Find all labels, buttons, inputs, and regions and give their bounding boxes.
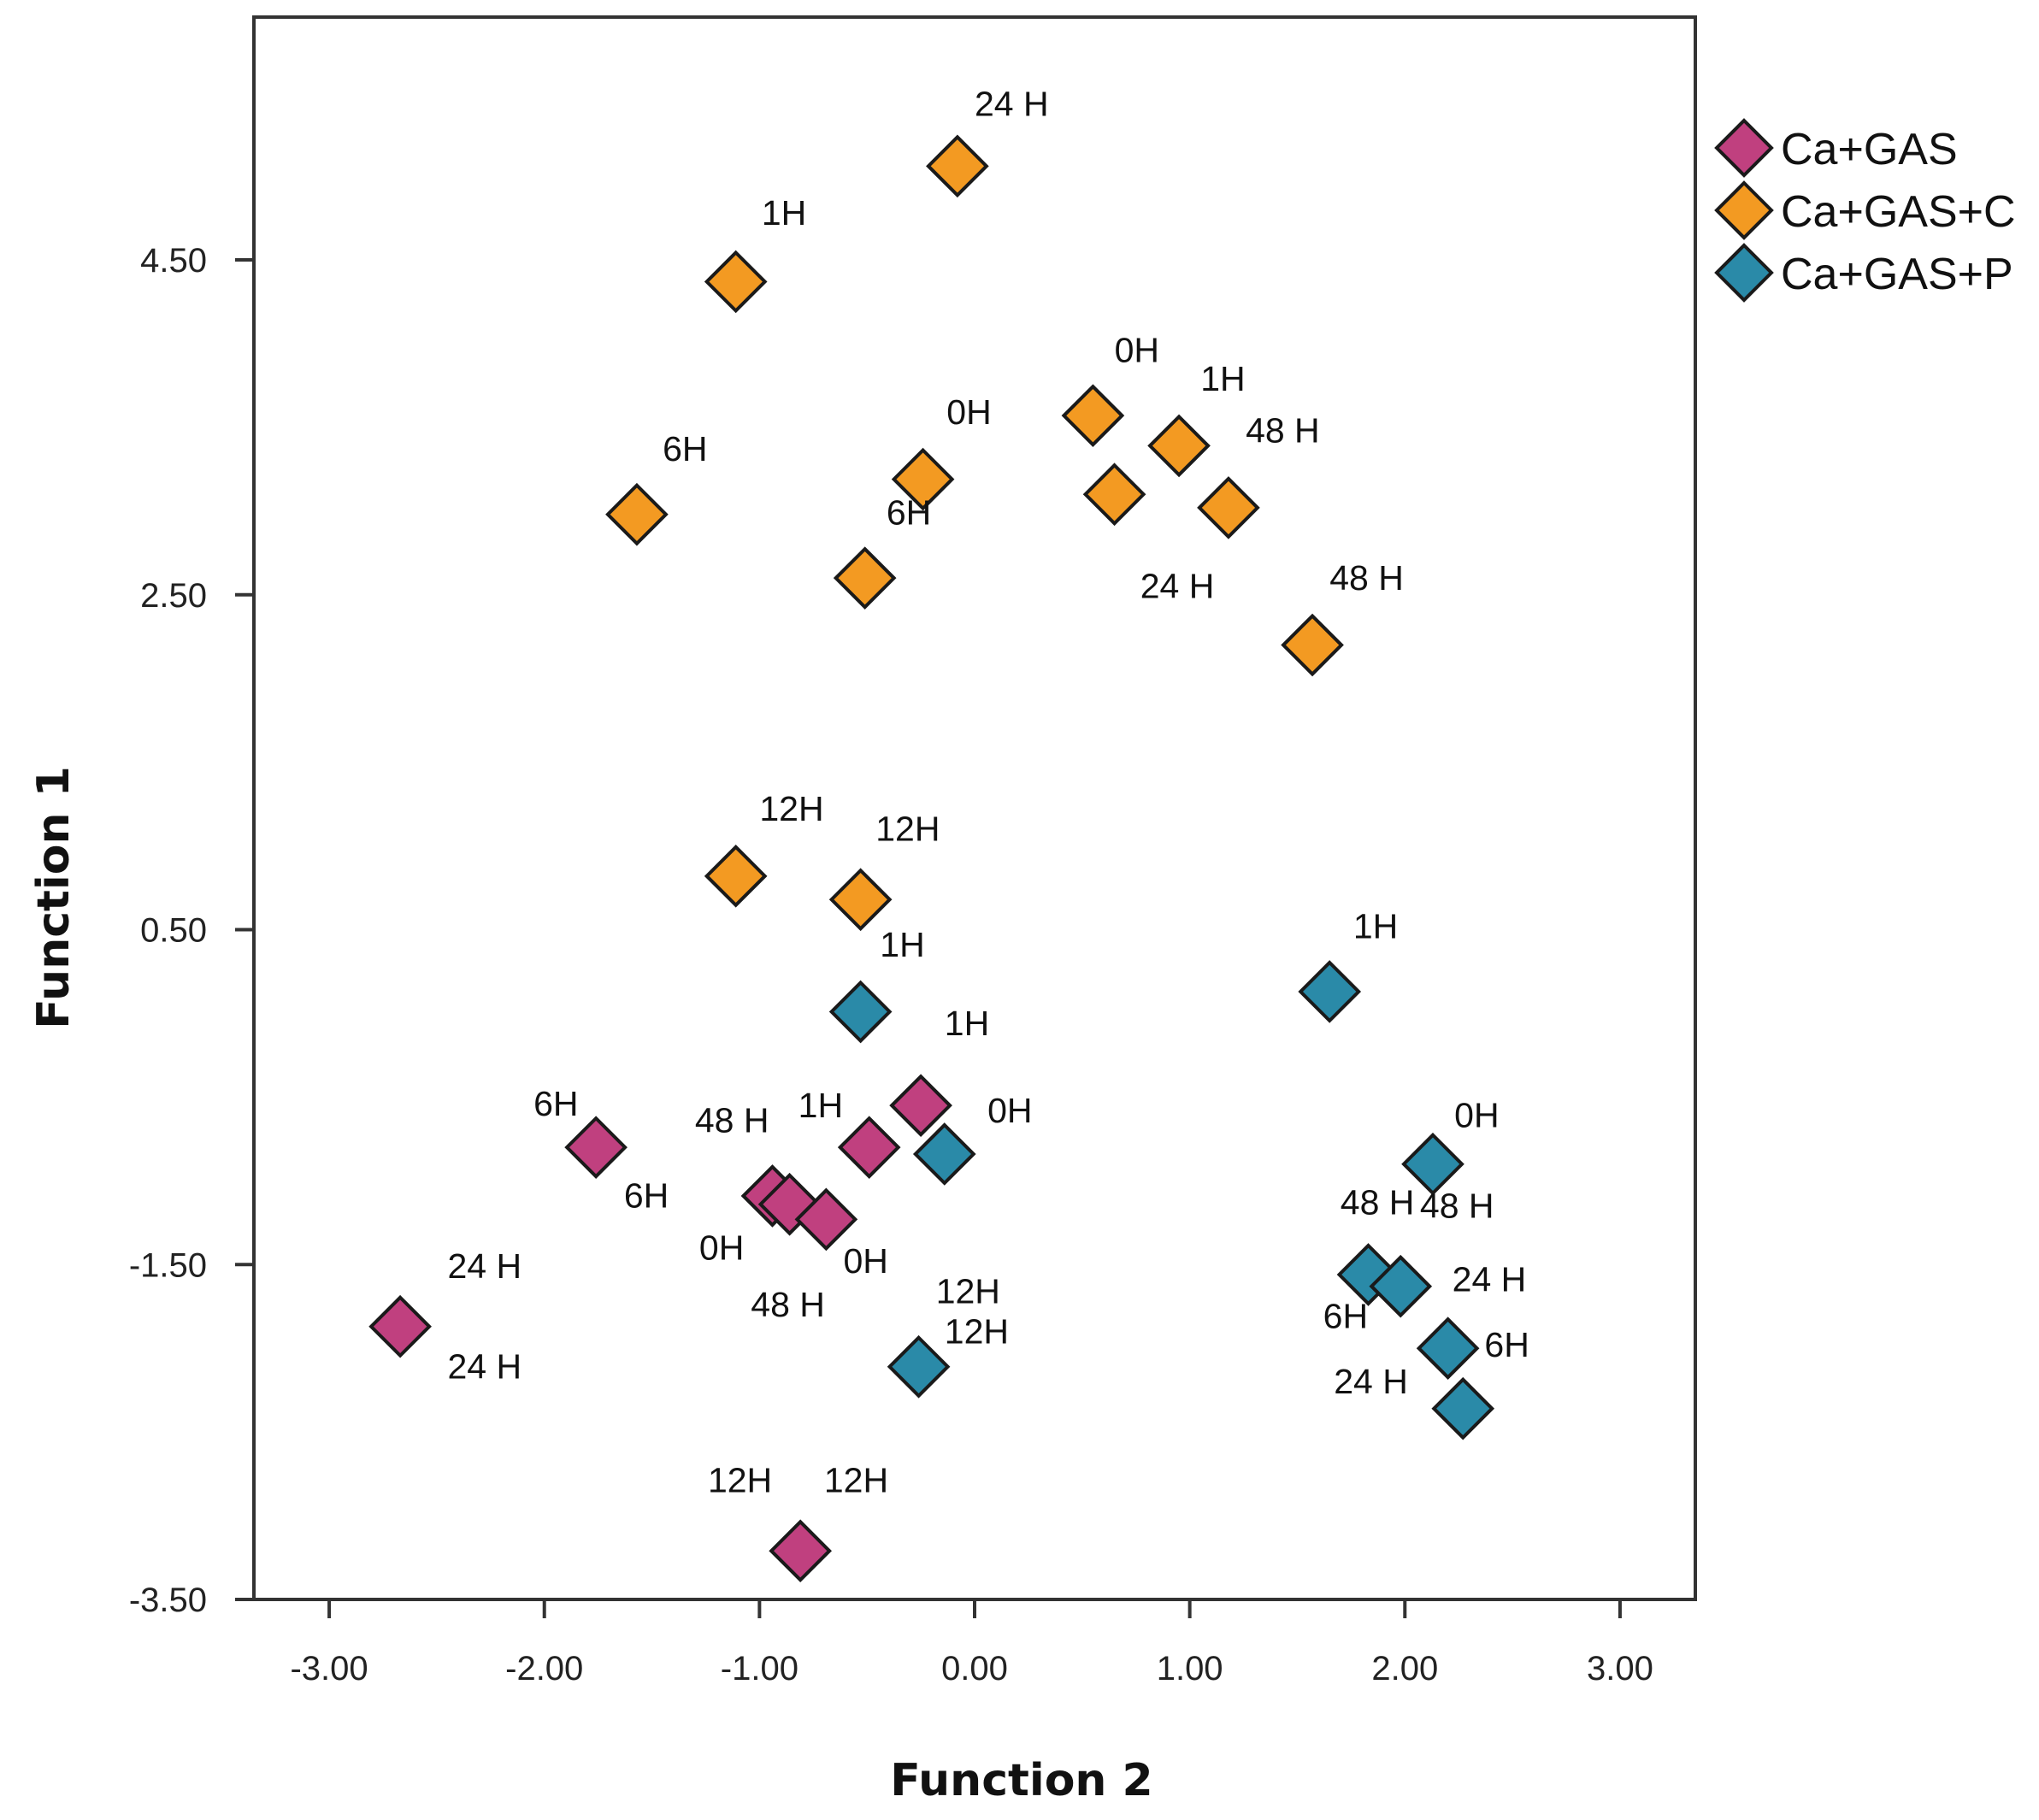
x-axis-title: Function 2 (890, 1755, 1153, 1806)
point-label: 6H (1484, 1325, 1529, 1364)
point-label: 1H (945, 1004, 989, 1043)
data-point (1147, 414, 1211, 478)
data-point (1298, 960, 1362, 1023)
y-axis-title: Function 1 (28, 766, 80, 1029)
data-point (794, 1187, 858, 1252)
data-point (605, 482, 669, 546)
point-label: 12H (708, 1461, 772, 1500)
point-label: 12H (945, 1311, 1009, 1351)
point-label: 0H (1454, 1096, 1499, 1135)
point-label: 6H (663, 429, 707, 468)
legend-label: Ca+GAS+C (1781, 187, 2016, 237)
point-label: 24 H (447, 1246, 522, 1286)
point-label: 24 H (1140, 567, 1215, 606)
data-point (1197, 476, 1260, 539)
point-label: 48 H (1420, 1186, 1494, 1225)
point-label: 48 H (695, 1101, 769, 1140)
x-tick-label: 2.00 (1371, 1650, 1438, 1687)
y-tick-label: 0.50 (140, 912, 207, 950)
point-label: 1H (1200, 359, 1245, 398)
point-label: 1H (1353, 906, 1398, 945)
point-label: 24 H (1453, 1260, 1527, 1299)
point-label: 48 H (1341, 1182, 1415, 1222)
point-label: 1H (762, 193, 806, 233)
point-label: 6H (624, 1176, 669, 1216)
x-tick-label: 1.00 (1157, 1650, 1223, 1687)
point-label: 6H (533, 1084, 578, 1123)
point-label: 12H (759, 789, 823, 828)
data-point (926, 134, 989, 198)
data-point (704, 845, 768, 908)
data-point (564, 1116, 628, 1179)
data-point (368, 1294, 432, 1358)
data-point (887, 1334, 951, 1399)
legend-marker (1714, 180, 1774, 240)
point-label: 0H (699, 1228, 744, 1267)
point-label: 6H (1323, 1297, 1368, 1336)
point-label: 12H (875, 810, 940, 849)
data-point (912, 1122, 976, 1186)
data-point (769, 1519, 832, 1583)
point-label: 12H (824, 1461, 888, 1500)
point-label: 24 H (975, 85, 1049, 124)
data-point (1369, 1254, 1433, 1318)
point-label: 48 H (751, 1285, 825, 1324)
legend-marker (1714, 243, 1774, 303)
data-point (837, 1116, 901, 1179)
data-point (828, 868, 893, 932)
legend-marker (1714, 118, 1774, 178)
legend-label: Ca+GAS+P (1781, 250, 2013, 299)
axes: -3.00 -2.00 -1.00 0.00 1.00 2.00 3.00 -3.50 -1.5… (129, 242, 1695, 1687)
data-point (889, 1074, 952, 1138)
legend-label: Ca+GAS (1781, 125, 1958, 174)
point-label: 6H (887, 492, 931, 532)
x-tick-label: -1.00 (721, 1650, 799, 1687)
data-point (1416, 1316, 1480, 1381)
data-point (833, 546, 897, 610)
point-label: 48 H (1246, 411, 1320, 451)
point-label: 24 H (447, 1346, 522, 1386)
x-tick-label: 0.00 (941, 1650, 1008, 1687)
point-label: 24 H (1334, 1362, 1408, 1401)
x-tick-label: -2.00 (505, 1650, 583, 1687)
point-label: 1H (799, 1086, 843, 1125)
data-point (1431, 1376, 1495, 1440)
data-point (1082, 462, 1146, 527)
data-point (891, 447, 955, 511)
y-tick-label: -3.50 (129, 1581, 207, 1619)
data-marks (368, 134, 1495, 1583)
point-label: 0H (987, 1091, 1032, 1130)
point-label: 1H (880, 925, 924, 964)
data-point (1401, 1132, 1464, 1196)
y-tick-label: 4.50 (140, 242, 207, 280)
x-tick-label: -3.00 (290, 1650, 368, 1687)
point-label: 0H (1115, 330, 1159, 369)
data-point (1061, 384, 1125, 448)
point-label: 0H (946, 392, 991, 432)
point-label: 0H (843, 1241, 887, 1281)
legend: Ca+GAS Ca+GAS+C Ca+GAS+P (1714, 118, 2016, 303)
data-point (828, 980, 893, 1044)
data-point (704, 250, 768, 314)
y-tick-label: 2.50 (140, 577, 207, 615)
point-label: 12H (936, 1271, 1000, 1311)
point-label: 48 H (1329, 558, 1404, 598)
x-tick-label: 3.00 (1587, 1650, 1653, 1687)
data-point (1281, 613, 1344, 677)
y-tick-label: -1.50 (129, 1246, 207, 1284)
